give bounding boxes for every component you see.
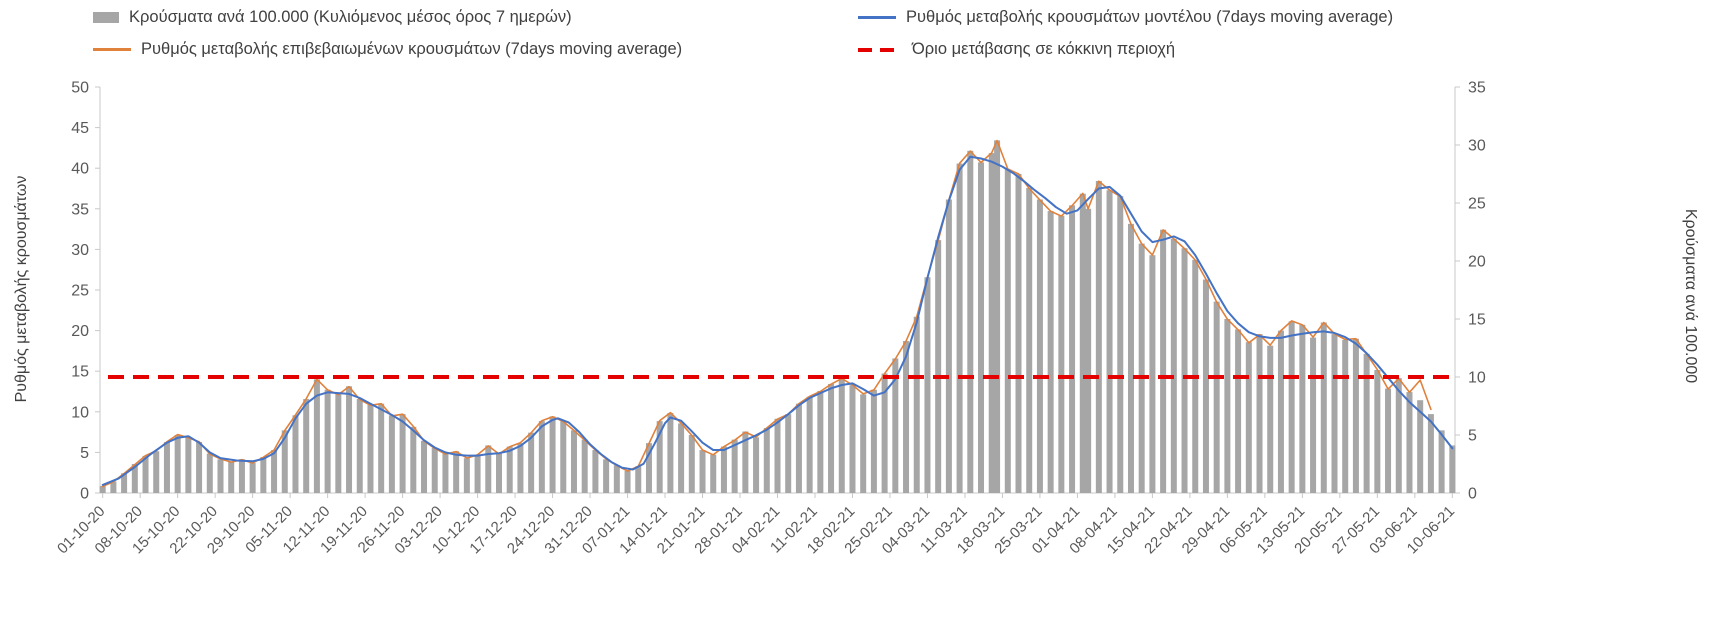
svg-text:20: 20: [71, 323, 89, 340]
svg-text:25: 25: [1468, 196, 1486, 213]
legend-item-cases-bars: Κρούσματα ανά 100.000 (Κυλιόμενος μέσος …: [93, 8, 572, 27]
legend-item-model-rate: Ρυθμός μεταβολής κρουσμάτων μοντέλου (7d…: [858, 8, 1393, 27]
legend-label-model-rate: Ρυθμός μεταβολής κρουσμάτων μοντέλου (7d…: [906, 8, 1394, 26]
svg-text:30: 30: [71, 242, 89, 259]
svg-text:45: 45: [71, 120, 89, 137]
bars-series-cases-per-100k: [99, 140, 1456, 494]
model-line-swatch-icon: [858, 16, 896, 19]
svg-text:5: 5: [80, 445, 89, 462]
svg-text:10: 10: [71, 404, 89, 421]
legend-label-cases-bars: Κρούσματα ανά 100.000 (Κυλιόμενος μέσος …: [129, 8, 572, 26]
svg-text:35: 35: [1468, 80, 1486, 97]
svg-text:20: 20: [1468, 254, 1486, 271]
threshold-dash-swatch-icon: [858, 47, 902, 52]
confirmed-line-swatch-icon: [93, 48, 131, 51]
svg-text:30: 30: [1468, 138, 1486, 155]
legend-label-threshold: Όριο μετάβασης σε κόκκινη περιοχή: [912, 40, 1176, 58]
svg-text:10: 10: [1468, 370, 1486, 387]
bar-series-swatch-icon: [93, 12, 119, 23]
svg-text:50: 50: [71, 80, 89, 97]
right-axis-title: Κρούσματα ανά 100.000: [1682, 208, 1699, 384]
left-axis-title: Ρυθμός μεταβολής κρουσμάτων: [13, 175, 30, 403]
legend-item-confirmed-rate: Ρυθμός μεταβολής επιβεβαιωμένων κρουσμάτ…: [93, 40, 682, 59]
svg-text:15: 15: [71, 364, 89, 381]
svg-text:5: 5: [1468, 428, 1477, 445]
confirmed-rate-line: [101, 139, 1432, 488]
svg-text:25: 25: [71, 283, 89, 300]
left-axis-tick-labels: 0 5 10 15 20 25 30 35 40 45 50: [71, 80, 89, 503]
svg-text:0: 0: [1468, 486, 1477, 503]
svg-text:40: 40: [71, 161, 89, 178]
legend-item-threshold: Όριο μετάβασης σε κόκκινη περιοχή: [858, 40, 1175, 59]
right-axis-tick-labels: 0 5 10 15 20 25 30 35: [1468, 80, 1486, 503]
x-axis-tick-labels: 01-10-2008-10-2015-10-2022-10-2029-10-20…: [54, 503, 1458, 557]
svg-text:0: 0: [80, 486, 89, 503]
model-rate-line: [101, 155, 1454, 486]
svg-text:15: 15: [1468, 312, 1486, 329]
svg-text:35: 35: [71, 201, 89, 218]
legend-label-confirmed-rate: Ρυθμός μεταβολής επιβεβαιωμένων κρουσμάτ…: [141, 40, 683, 58]
